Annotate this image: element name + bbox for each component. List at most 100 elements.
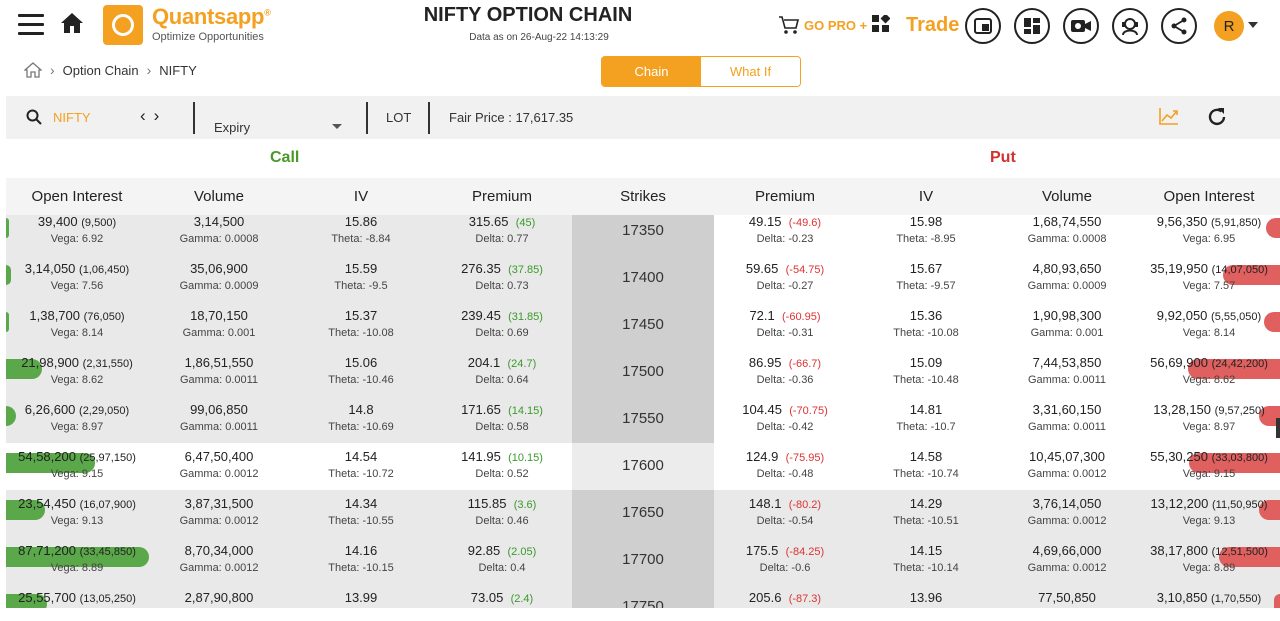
quantsapp-logo-icon[interactable] [103,5,143,45]
next-arrow-icon[interactable]: › [153,106,168,125]
call-premium[interactable]: 115.85 (3.6) [467,496,537,511]
home-icon[interactable] [60,12,84,34]
apps-grid-icon[interactable] [872,15,890,33]
put-volume: 7,44,53,850 [1032,355,1102,370]
symbol-search-input[interactable]: NIFTY [53,110,91,125]
col-put-open-interest[interactable]: Open Interest [1163,188,1255,205]
table-row[interactable]: 25,55,700 (13,05,250) 2,87,90,800 13.99 … [6,584,1280,608]
put-vega: Vega: 8.14 [1182,327,1236,339]
call-side-bg [6,215,572,255]
col-call-premium[interactable]: Premium [471,188,532,205]
strike-price: 17400 [622,269,664,286]
call-volume: 1,86,51,550 [184,355,254,370]
call-open-interest: 3,14,050 (1,06,450) [24,261,130,276]
window-icon[interactable] [965,8,1001,44]
table-row[interactable]: 39,400 (9,500) Vega: 6.92 3,14,500 Gamma… [6,215,1280,255]
table-row[interactable]: 87,71,200 (33,45,850) Vega: 8.89 8,70,34… [6,537,1280,584]
table-row[interactable]: 54,58,200 (25,97,150) Vega: 9.15 6,47,50… [6,443,1280,490]
put-theta: Theta: -10.08 [893,327,959,339]
refresh-icon[interactable] [1206,106,1228,128]
put-oi-bar [1189,453,1280,473]
call-delta: Delta: 0.77 [475,233,529,245]
hamburger-menu-icon[interactable] [18,14,44,36]
put-premium[interactable]: 104.45 (-70.75) [742,402,828,417]
put-premium[interactable]: 86.95 (-66.7) [748,355,822,370]
prev-arrow-icon[interactable]: ‹ [140,106,154,125]
put-premium[interactable]: 59.65 (-54.75) [745,261,825,276]
call-iv: 15.06 [344,355,378,370]
col-put-iv[interactable]: IV [918,188,934,205]
search-icon[interactable] [26,109,42,125]
put-theta: Theta: -9.57 [896,280,956,292]
call-premium[interactable]: 171.65 (14.15) [461,402,543,417]
put-premium[interactable]: 205.6 (-87.3) [748,590,822,605]
call-premium[interactable]: 204.1 (24.7) [467,355,537,370]
call-oi-bar [6,406,16,426]
strike-bg [572,396,714,443]
put-premium[interactable]: 148.1 (-80.2) [748,496,822,511]
col-call-open-interest[interactable]: Open Interest [31,188,123,205]
trade-link[interactable]: Trade [906,14,960,36]
call-premium[interactable]: 276.35 (37.85) [461,261,543,276]
put-side-bg [714,537,1280,584]
call-open-interest: 1,38,700 (76,050) [29,308,125,323]
call-vega: Vega: 7.56 [50,280,104,292]
call-volume: 3,87,31,500 [184,496,254,511]
table-row[interactable]: 6,26,600 (2,29,050) Vega: 8.97 99,06,850… [6,396,1280,443]
call-theta: Theta: -10.15 [328,562,394,574]
col-put-volume[interactable]: Volume [1041,188,1093,205]
lot-toggle[interactable]: LOT [386,110,412,125]
put-premium[interactable]: 72.1 (-60.95) [749,308,821,323]
breadcrumb-option-chain[interactable]: Option Chain [62,62,139,78]
call-vega: Vega: 6.92 [50,233,104,245]
put-vega: Vega: 8.62 [1182,374,1236,386]
col-call-volume[interactable]: Volume [193,188,245,205]
put-premium[interactable]: 175.5 (-84.25) [745,543,825,558]
share-icon[interactable] [1161,8,1197,44]
put-premium[interactable]: 124.9 (-75.95) [745,449,825,464]
call-theta: Theta: -10.08 [328,327,394,339]
put-premium[interactable]: 49.15 (-49.6) [748,215,822,229]
go-pro-button[interactable]: GO PRO + [778,15,867,35]
put-open-interest: 13,28,150 (9,57,250) [1153,402,1265,417]
col-put-premium[interactable]: Premium [754,188,815,205]
chevron-down-icon[interactable] [332,124,342,129]
table-row[interactable]: 23,54,450 (16,07,900) Vega: 9.13 3,87,31… [6,490,1280,537]
call-premium[interactable]: 315.65 (45) [468,215,536,229]
call-open-interest: 54,58,200 (25,97,150) [18,449,136,464]
put-gamma: Gamma: 0.0012 [1027,468,1107,480]
table-row[interactable]: 21,98,900 (2,31,550) Vega: 8.62 1,86,51,… [6,349,1280,396]
home-outline-icon[interactable] [24,62,42,78]
call-premium[interactable]: 141.95 (10.15) [461,449,543,464]
call-premium[interactable]: 239.45 (31.85) [461,308,543,323]
table-row[interactable]: 1,38,700 (76,050) Vega: 8.14 18,70,150 G… [6,302,1280,349]
tab-what-if[interactable]: What If [701,57,800,86]
call-open-interest: 6,26,600 (2,29,050) [24,402,130,417]
col-call-iv[interactable]: IV [353,188,369,205]
call-side-bg [6,490,572,537]
call-side-bg [6,584,572,608]
call-gamma: Gamma: 0.0011 [179,421,259,433]
scrollbar-thumb[interactable] [1276,418,1280,438]
col-strikes[interactable]: Strikes [620,188,666,205]
divider [428,102,430,134]
call-premium[interactable]: 92.85 (2.05) [467,543,537,558]
support-agent-icon[interactable] [1112,8,1148,44]
expiry-select[interactable]: Expiry [214,120,251,135]
put-side-bg [714,443,1280,490]
call-theta: Theta: -9.5 [334,280,388,292]
dashboard-icon[interactable] [1014,8,1050,44]
tab-chain[interactable]: Chain [602,57,701,86]
video-icon[interactable] [1063,8,1099,44]
chevron-down-icon[interactable] [1248,22,1258,28]
user-avatar[interactable]: R [1214,11,1244,41]
call-open-interest: 23,54,450 (16,07,900) [18,496,136,511]
call-open-interest: 39,400 (9,500) [37,215,117,229]
call-label: Call [270,149,300,166]
table-row[interactable]: 3,14,050 (1,06,450) Vega: 7.56 35,06,900… [6,255,1280,302]
put-delta: Delta: -0.54 [756,515,814,527]
put-volume: 3,76,14,050 [1032,496,1102,511]
call-premium[interactable]: 73.05 (2.4) [470,590,534,605]
chart-trend-icon[interactable] [1158,106,1180,126]
put-gamma: Gamma: 0.0009 [1027,280,1107,292]
